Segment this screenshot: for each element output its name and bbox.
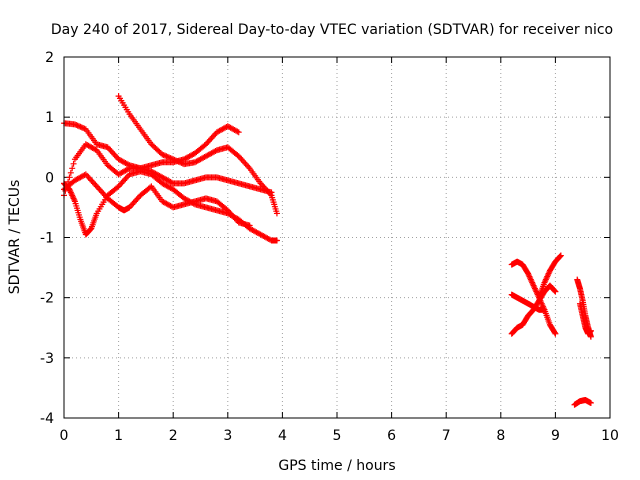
data-point [273,210,280,217]
data-point [73,121,80,128]
data-point [162,152,169,159]
data-point [159,151,166,158]
x-tick-label: 9 [551,428,560,444]
plot-frame [63,56,611,419]
data-point [77,123,84,130]
data-point [273,237,280,244]
series-track-12 [571,396,594,408]
data-point [587,327,594,334]
data-point [552,330,559,337]
x-tick-label: 8 [496,428,505,444]
data-point [223,206,230,213]
x-tick-label: 2 [169,428,178,444]
x-tick-label: 7 [442,428,451,444]
x-tick-label: 4 [278,428,287,444]
y-tick-label: -1 [40,231,54,247]
x-axis-label: GPS time / hours [278,458,395,474]
y-tick-label: -3 [40,351,54,367]
data-point [587,333,594,340]
y-tick-label: 0 [45,170,54,186]
data-point [235,129,242,136]
data-point [234,128,241,135]
data-point [114,184,121,191]
data-point [212,148,219,155]
data-point [67,169,74,176]
data-point [76,123,83,130]
data-point [146,184,153,191]
series-track-4 [61,123,242,199]
data-point [66,174,73,181]
data-point [81,172,88,179]
data-point [74,122,81,129]
data-point [246,222,253,229]
data-point [551,287,558,294]
data-point [69,165,76,172]
data-point [163,153,170,160]
data-point [87,226,94,233]
x-tick-label: 6 [387,428,396,444]
data-point [70,160,77,167]
data-point [168,179,175,186]
series-track-9 [536,252,564,301]
grid-lines [64,57,610,418]
y-axis-label: SDTVAR / TECUs [7,180,23,295]
data-point [125,166,132,173]
data-point [551,329,558,336]
x-tick-label: 5 [333,428,342,444]
data-point [587,399,594,406]
data-point [234,152,241,159]
series-track-11 [576,300,594,337]
y-tick-label: -2 [40,291,54,307]
data-point [557,252,564,259]
data-points [61,93,594,408]
y-tick-label: 2 [45,50,54,66]
chart-title: Day 240 of 2017, Sidereal Day-to-day VTE… [51,22,613,38]
series-track-8 [508,291,548,313]
y-tick-label: -4 [40,411,54,427]
data-point [80,124,87,131]
data-point [71,121,78,128]
x-tick-label: 1 [114,428,123,444]
x-tick-label: 3 [223,428,232,444]
data-point [541,306,548,313]
data-point [160,152,167,159]
data-point [78,124,85,131]
x-tick-label: 0 [60,428,69,444]
data-point [552,288,559,295]
x-tick-label: 10 [601,428,619,444]
data-point [92,146,99,153]
data-point [164,153,171,160]
series-track-5 [61,171,253,229]
y-tick-label: 1 [45,110,54,126]
data-point [201,142,208,149]
data-point [557,253,564,260]
data-point [524,269,531,276]
